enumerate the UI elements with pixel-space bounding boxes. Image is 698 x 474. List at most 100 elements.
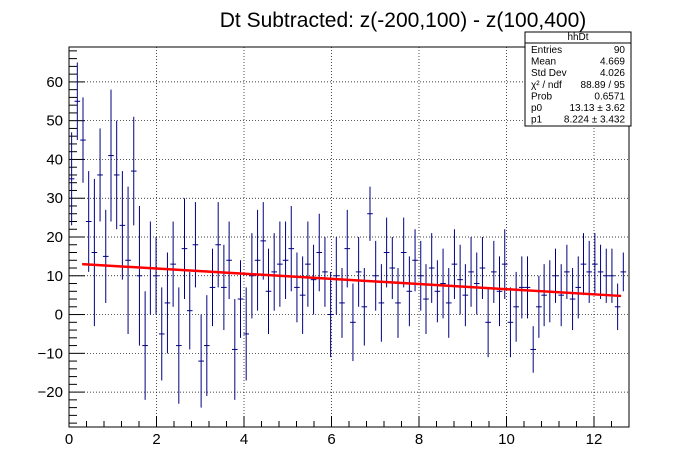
data-point [552,248,559,303]
data-point [451,229,458,300]
data-point [541,264,547,327]
data-point [316,213,323,292]
data-point [209,248,216,327]
stats-box: hhDt Entries 90 Mean 4.669 Std Dev 4.026 χ² / … [524,31,632,127]
data-point [299,256,306,334]
chart-title: Dt Subtracted: z(-200,100) - z(100,400) [220,9,587,32]
data-point [485,287,491,358]
data-point [91,178,98,327]
data-point [513,271,519,342]
fit-curve [82,262,622,298]
data-point [231,299,238,400]
data-point [501,229,508,300]
data-point [462,264,469,327]
data-point [434,260,441,323]
stats-label: p1 [531,115,543,126]
stats-label: χ² / ndf [531,80,562,91]
data-point [468,237,474,307]
data-point [142,291,148,400]
data-point [294,252,300,323]
stats-label: Mean [531,57,556,68]
fit-line [82,262,622,298]
data-point [170,221,176,307]
data-point [423,264,429,334]
x-tick-label: 0 [65,431,73,448]
y-tick-label: 60 [46,74,63,91]
x-tick-label: 6 [327,431,335,448]
data-point [265,248,272,334]
y-tick-label: −10 [38,345,63,362]
stats-rows: Entries 90 Mean 4.669 Std Dev 4.026 χ² / ndf 88… [531,45,625,126]
data-point [389,237,396,300]
data-point [260,202,267,280]
data-point [592,233,598,296]
data-point [85,171,92,272]
x-tick-label: 12 [586,431,603,448]
data-point [524,256,531,319]
data-point [181,198,188,300]
stats-box-title: hhDt [567,32,588,43]
y-tick-label: 20 [46,229,63,246]
y-tick-label: 0 [55,307,63,324]
data-point [580,233,587,296]
data-point [344,209,351,288]
data-point [333,237,340,315]
y-tick-label: 30 [46,190,63,207]
data-point [558,264,565,327]
stats-value: 90 [614,45,626,56]
data-point [186,271,193,350]
data-point [74,62,81,141]
stats-label: Entries [531,45,562,56]
data-point [428,233,435,303]
data-point [119,171,126,280]
data-point [310,244,317,315]
data-point [457,244,463,315]
data-point [221,244,227,331]
data-point [445,268,452,338]
data-point [473,252,480,315]
stats-value: 13.13 ± 3.62 [569,103,625,114]
data-point [496,256,503,327]
data-point [406,256,413,327]
data-point [282,221,289,300]
data-point [530,326,537,373]
y-tick-label: 50 [46,113,63,130]
y-tick-label: 40 [46,151,63,168]
data-point [367,186,373,241]
data-point [536,275,542,338]
data-point [125,186,131,334]
data-point [395,268,401,338]
data-point [198,314,204,408]
stats-label: Prob [531,91,553,102]
data-point [226,221,232,300]
data-point [575,256,582,319]
x-tick-label: 8 [415,431,423,448]
data-point [130,116,137,226]
stats-value: 0.6571 [594,91,625,102]
x-tick-label: 10 [498,431,515,448]
data-point [164,252,171,354]
data-point [102,209,109,303]
data-point [383,217,390,288]
data-point [136,205,143,346]
data-point [378,264,385,342]
data-point [490,240,497,303]
data-point [277,221,283,307]
data-point [288,205,295,292]
y-tick-label: −20 [38,384,63,401]
data-point [597,244,604,300]
x-tick-label: 4 [240,431,248,448]
data-point [192,202,199,288]
stats-box-frame [524,31,632,127]
data-point [350,283,356,362]
data-point [215,202,222,288]
data-point [271,233,278,311]
data-point [614,283,621,331]
data-point [69,132,75,226]
stats-value: 4.026 [600,68,625,79]
data-point [586,240,593,303]
data-point [254,209,261,311]
stats-label: p0 [531,103,543,114]
axes: 0 2 4 6 8 10 12 −20 −10 0 10 20 30 40 50 60 [38,50,630,448]
data-point [305,221,311,307]
